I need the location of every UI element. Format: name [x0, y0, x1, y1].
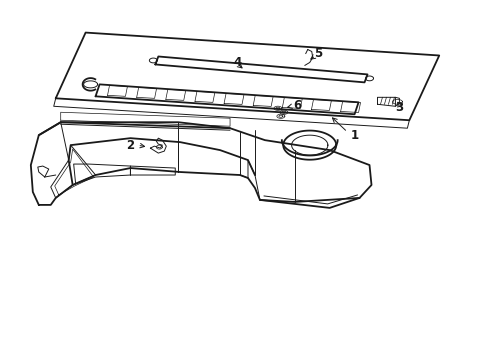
Text: 1: 1 [350, 129, 358, 142]
Text: 4: 4 [233, 56, 242, 69]
Text: 2: 2 [126, 139, 134, 152]
Text: 6: 6 [293, 99, 301, 112]
Text: 5: 5 [313, 47, 321, 60]
Text: 3: 3 [394, 101, 403, 114]
